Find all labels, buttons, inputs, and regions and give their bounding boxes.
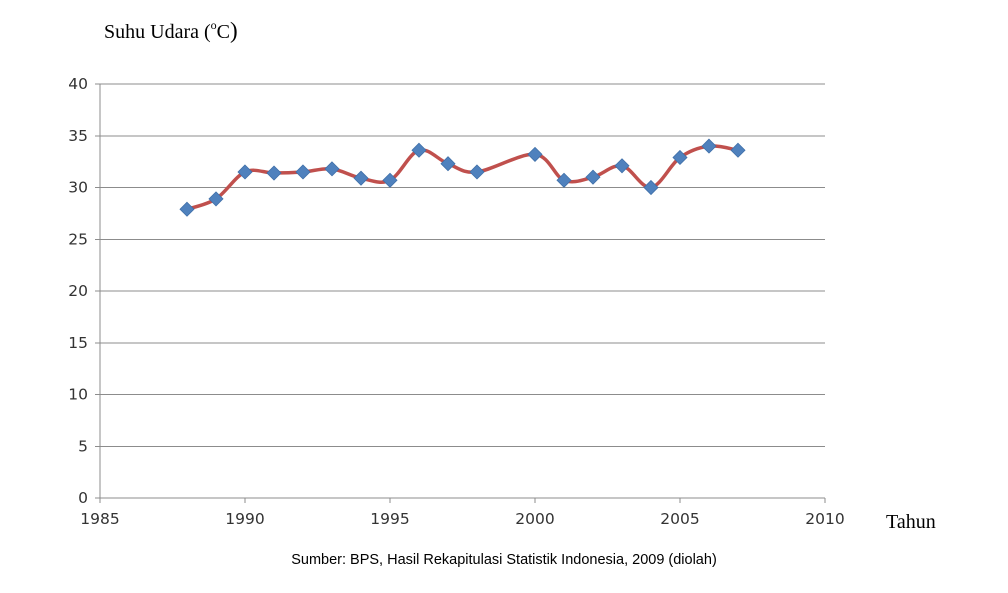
data-point bbox=[353, 170, 369, 186]
x-tick-label: 2010 bbox=[805, 510, 844, 528]
data-point bbox=[440, 156, 456, 172]
axes bbox=[95, 83, 826, 503]
data-point bbox=[730, 142, 746, 158]
x-tick-label: 1990 bbox=[225, 510, 264, 528]
data-point bbox=[556, 172, 572, 188]
y-tick-label: 25 bbox=[68, 230, 88, 248]
series bbox=[179, 138, 746, 217]
data-point bbox=[179, 201, 195, 217]
data-point bbox=[208, 191, 224, 207]
data-point bbox=[614, 158, 630, 174]
data-point bbox=[324, 161, 340, 177]
data-point bbox=[585, 169, 601, 185]
tick-labels: 0 5 10 15 20 25 30 35 40 1985 1990 1995 2000 2005 2010 bbox=[68, 75, 844, 528]
data-point bbox=[643, 179, 659, 196]
source-note: Sumber: BPS, Hasil Rekapitulasi Statisti… bbox=[291, 552, 717, 568]
y-tick-label: 0 bbox=[78, 489, 88, 507]
x-axis-label: Tahun bbox=[886, 511, 936, 533]
data-point bbox=[469, 164, 485, 180]
x-tick-label: 2000 bbox=[515, 510, 554, 528]
data-point bbox=[701, 138, 717, 154]
y-tick-label: 10 bbox=[68, 386, 88, 404]
y-axis-label: Suhu Udara (oC) bbox=[104, 18, 238, 43]
y-tick-label: 15 bbox=[68, 334, 88, 352]
data-point bbox=[295, 164, 311, 180]
data-point bbox=[266, 165, 282, 181]
gridlines bbox=[100, 83, 825, 447]
y-tick-label: 5 bbox=[78, 437, 88, 455]
x-tick-label: 1985 bbox=[80, 510, 119, 528]
data-point bbox=[411, 142, 427, 158]
y-tick-label: 40 bbox=[68, 75, 88, 93]
data-point bbox=[527, 146, 543, 162]
series-line bbox=[185, 144, 740, 211]
data-point bbox=[237, 164, 253, 180]
y-tick-label: 35 bbox=[68, 127, 88, 145]
data-point bbox=[382, 172, 398, 188]
x-tick-label: 2005 bbox=[660, 510, 699, 528]
x-tick-label: 1995 bbox=[370, 510, 409, 528]
y-tick-label: 20 bbox=[68, 282, 88, 300]
data-point bbox=[672, 149, 688, 166]
y-tick-label: 30 bbox=[68, 179, 88, 197]
